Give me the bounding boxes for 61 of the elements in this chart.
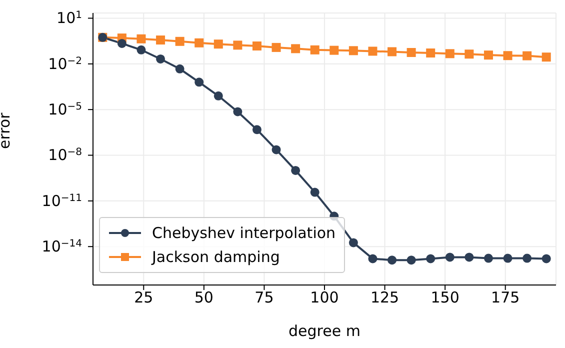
legend-label: Chebyshev interpolation <box>152 224 336 242</box>
point <box>348 238 358 248</box>
y-axis-title: error <box>0 112 14 149</box>
point <box>175 36 184 46</box>
point <box>464 252 474 262</box>
point <box>291 166 300 175</box>
y-tick-label: 10$^{−8}$ <box>48 146 82 164</box>
point <box>426 48 436 58</box>
point <box>368 254 378 264</box>
point <box>484 50 493 60</box>
point <box>117 38 126 48</box>
point <box>542 254 551 264</box>
point <box>388 47 397 56</box>
x-tick-label: 75 <box>254 288 274 307</box>
x-tick-label: 25 <box>134 288 154 307</box>
y-tick-label: 10$^{−5}$ <box>48 100 82 119</box>
x-tick-label: 50 <box>194 288 214 307</box>
x-tick-label: 100 <box>310 288 339 307</box>
point <box>310 188 320 197</box>
point <box>445 49 454 58</box>
point <box>214 40 223 49</box>
point <box>484 254 493 263</box>
point <box>503 254 512 263</box>
point <box>156 54 166 64</box>
point <box>233 40 242 50</box>
point <box>252 41 262 50</box>
point <box>348 46 358 56</box>
point <box>522 51 532 60</box>
y-tick-label: 10$^{1}$ <box>56 9 82 28</box>
x-axis-title: degree m <box>288 322 360 340</box>
point <box>368 46 378 56</box>
point <box>406 48 416 57</box>
point <box>522 254 532 263</box>
x-tick-label: 175 <box>491 288 520 307</box>
point <box>194 78 204 87</box>
x-tick-label: 150 <box>430 288 460 307</box>
point <box>252 125 262 134</box>
point <box>503 51 512 60</box>
point <box>136 45 146 54</box>
point <box>310 45 320 54</box>
point <box>388 256 397 265</box>
y-tick-label: 10$^{−2}$ <box>48 54 82 73</box>
legend-label: Jackson damping <box>152 248 280 266</box>
point <box>136 34 146 44</box>
point <box>156 36 166 45</box>
point <box>291 44 300 54</box>
point <box>194 38 204 48</box>
point <box>464 50 474 59</box>
y-tick-label: 10$^{−14}$ <box>42 238 82 256</box>
y-tick-label: 10$^{−11}$ <box>42 192 82 210</box>
point <box>272 145 281 154</box>
point <box>272 42 281 52</box>
point <box>542 52 551 62</box>
point <box>426 254 436 264</box>
point <box>233 107 242 116</box>
point <box>406 256 416 265</box>
point <box>330 46 339 55</box>
x-tick-label: 125 <box>370 288 400 307</box>
point <box>175 64 184 74</box>
point <box>445 252 454 262</box>
point <box>214 91 223 100</box>
